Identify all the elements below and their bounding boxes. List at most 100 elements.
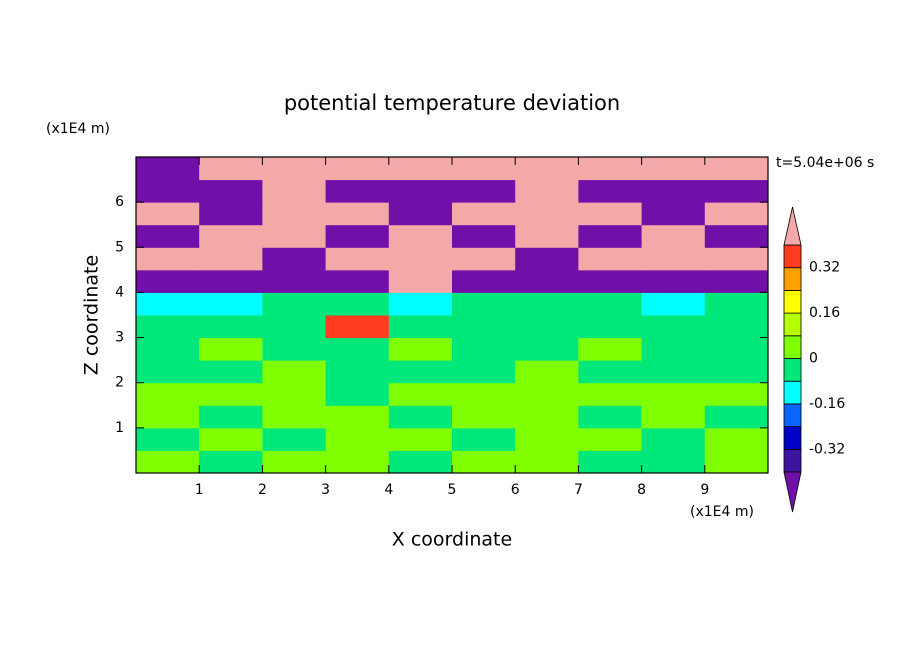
field-cell [578,269,643,293]
y-tick-label: 1 [115,420,124,436]
field-cell [199,450,263,474]
field-cell [641,269,706,293]
field-cell [452,269,516,293]
x-unit: (x1E4 m) [690,504,754,520]
y-tick-label: 6 [115,194,124,210]
x-tick-label: 8 [637,482,646,498]
field-cell [452,202,516,226]
field-cell [388,337,453,361]
field-cell [641,315,706,339]
field-cell [515,360,579,384]
field-cell [388,450,453,474]
field-cell [704,315,769,339]
field-cell [262,382,327,406]
y-tick-label: 3 [115,330,124,346]
colorbar-box [783,403,802,427]
field-cell [578,360,643,384]
colorbar-label: 0.16 [809,305,840,321]
field-cell [262,247,327,271]
field-cell [325,337,390,361]
field-cell [641,382,706,406]
field-cell [641,360,706,384]
field-cell [704,179,769,203]
field-cell [325,292,390,316]
field-cell [136,315,200,339]
field-cell [641,405,706,429]
field-cell [452,247,516,271]
field-cell [199,315,263,339]
y-tick-label: 5 [115,239,124,255]
field-cell [578,247,643,271]
field-cell [704,450,769,474]
x-tick-label: 1 [195,482,204,498]
colorbar-box [783,244,802,269]
field-cell [641,292,706,316]
x-tick-label: 6 [511,482,520,498]
field-cell [262,224,327,248]
field-cell [136,202,200,226]
field-cell [452,405,516,429]
field-cell [515,315,579,339]
field-cell [641,337,706,361]
field-cell [704,360,769,384]
field-cell [452,360,516,384]
field-cell [704,269,769,293]
field-cell [515,405,579,429]
field-cell [388,269,453,293]
field-cell [452,157,516,181]
colorbar-box [783,267,802,291]
field-cell [388,157,453,181]
field-cell [262,269,327,293]
field-cell [452,315,516,339]
field-cell [515,179,579,203]
field-cell [515,202,579,226]
colorbar-label: 0.32 [809,260,840,276]
field-cell [578,179,643,203]
field-cell [515,337,579,361]
field-cell [515,224,579,248]
field-cell [388,202,453,226]
field-cell [515,450,579,474]
field-cell [388,427,453,451]
x-tick-label: 5 [448,482,457,498]
field-cell [641,202,706,226]
field-cell [515,247,579,271]
field-cell [325,360,390,384]
field-cell [641,427,706,451]
field-cell [136,382,200,406]
field-cell [199,405,263,429]
colorbar-label: -0.32 [809,441,845,457]
y-unit: (x1E4 m) [46,121,110,137]
field-cell [136,405,200,429]
field-cell [262,427,327,451]
field-cell [136,427,200,451]
field-cell [199,382,263,406]
colorbar-box [783,289,802,314]
field-cell [452,337,516,361]
field-cell [452,292,516,316]
field-cell [388,292,453,316]
field-cell [452,382,516,406]
field-cell [262,405,327,429]
field-cell [452,427,516,451]
x-tick-label: 7 [574,482,583,498]
y-tick-label: 4 [115,284,124,300]
field-cell [515,427,579,451]
field-cell [325,405,390,429]
field-cell [325,202,390,226]
field-cell [325,269,390,293]
field-cell [452,224,516,248]
field-cell [578,224,643,248]
field-cell [262,360,327,384]
field-cell [641,157,706,181]
colorbar-label: 0 [809,351,818,367]
field-cell [388,224,453,248]
field-cell [325,179,390,203]
field-cell [136,360,200,384]
colorbar-under [783,471,802,513]
field-cell [325,157,390,181]
colorbar-box [783,312,802,337]
field-cell [199,427,263,451]
field-cell [578,405,643,429]
